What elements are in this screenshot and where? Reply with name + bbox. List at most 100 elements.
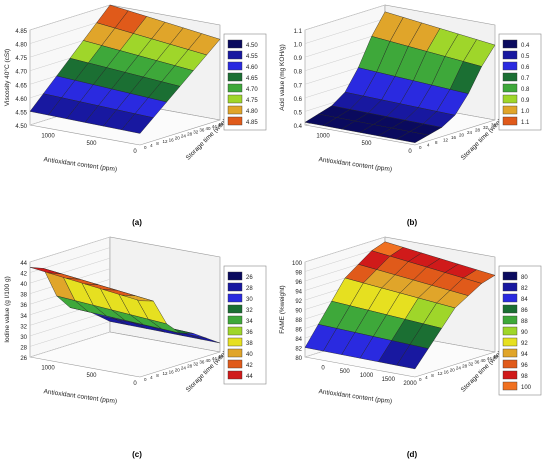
y-tick-label: 80 <box>295 356 302 362</box>
y-tick-label: 4.75 <box>15 56 27 62</box>
y-tick-label: 84 <box>295 337 302 343</box>
y-tick-label: 94 <box>295 290 302 296</box>
y-gridline <box>304 236 386 263</box>
z-tick-label: 12 <box>437 371 443 376</box>
y-gridline <box>29 257 111 284</box>
y-tick-label: 40 <box>20 282 27 288</box>
legend-swatch <box>227 293 243 303</box>
z-tick-label: 16 <box>451 135 457 140</box>
x-tick-label: 1000 <box>41 365 55 371</box>
x-tick-label: 500 <box>86 373 97 379</box>
z-tick-label: 28 <box>462 364 468 369</box>
legend-swatch <box>502 315 518 325</box>
x-tick-label: 1000 <box>316 133 330 139</box>
z-tick-label: 8 <box>431 373 434 378</box>
surface-patch <box>121 294 154 302</box>
legend-swatch <box>227 116 243 126</box>
z-tick-label: 8 <box>435 140 438 145</box>
chart-panel-c: 26 28 30 32 34 36 38 40 42 44 1000 500 0 0 4 8 12 16 20 24 2… <box>0 232 275 464</box>
legend-label: 0.6 <box>521 65 530 71</box>
legend-label: 86 <box>521 308 528 314</box>
y-gridline <box>304 18 386 44</box>
legend-label: 4.85 <box>246 120 258 126</box>
y-tick-label: 26 <box>20 356 27 362</box>
z-tick-label: 28 <box>187 132 193 137</box>
legend-swatch <box>227 94 243 104</box>
y-tick-label: 92 <box>295 299 302 305</box>
surface-patch <box>121 113 154 134</box>
y-tick-label: 82 <box>295 347 302 353</box>
legend-label: 36 <box>246 330 253 336</box>
z-tick-label: 4 <box>425 375 428 380</box>
legend-label: 34 <box>246 319 253 325</box>
x-tick-label: 0 <box>133 381 137 387</box>
legend-label: 80 <box>521 275 528 281</box>
y-tick-label: 36 <box>20 303 27 309</box>
y-tick-label: 4.55 <box>15 110 27 116</box>
panel-caption: (d) <box>407 450 418 459</box>
legend-swatch <box>227 72 243 82</box>
z-tick-label: 20 <box>175 135 181 140</box>
legend-swatch <box>502 105 518 115</box>
y-tick-label: 4.60 <box>15 97 27 103</box>
x-axis-label: Antioxidant content (ppm) <box>318 388 392 405</box>
y-tick-label: 0.8 <box>294 70 303 76</box>
z-tick-label: 32 <box>483 125 489 130</box>
z-tick-label: 4 <box>150 375 153 380</box>
legend-label: 84 <box>521 297 528 303</box>
x-tick-label: 2000 <box>403 381 417 387</box>
y-tick-label: 38 <box>20 293 27 299</box>
legend-label: 4.50 <box>246 43 258 49</box>
y-tick-label: 96 <box>295 280 302 286</box>
y-gridline <box>29 236 111 263</box>
legend-label: 4.80 <box>246 109 258 115</box>
z-tick-label: 16 <box>169 369 175 374</box>
legend-swatch <box>502 39 518 49</box>
legend-label: 92 <box>521 341 528 347</box>
z-tick-label: 44 <box>487 356 493 361</box>
z-tick-label: 20 <box>450 367 456 372</box>
y-gridline <box>29 4 111 31</box>
z-tick-label: 20 <box>175 367 181 372</box>
chart-d: 8082848688909294969810005001000150020000… <box>279 236 542 459</box>
legend-swatch <box>502 271 518 281</box>
x-tick-label: 500 <box>340 369 351 375</box>
legend-label: 44 <box>246 374 253 380</box>
z-tick-label: 4 <box>427 143 430 148</box>
z-tick-label: 28 <box>475 128 481 133</box>
x-tick-label: 0 <box>408 149 412 155</box>
surface-patch <box>396 344 429 370</box>
y-tick-label: 4.70 <box>15 70 27 76</box>
z-tick-label: 24 <box>467 130 473 135</box>
z-tick-label: 40 <box>481 358 487 363</box>
legend-swatch <box>227 326 243 336</box>
legend-swatch <box>502 72 518 82</box>
legend-label: 98 <box>521 374 528 380</box>
z-tick-label: 48 <box>218 354 224 359</box>
legend-label: 1.1 <box>521 120 530 126</box>
z-tick-label: 32 <box>193 362 199 367</box>
x-axis-label: Antioxidant content (ppm) <box>43 388 117 405</box>
y-gridline <box>29 331 111 358</box>
legend-label: 38 <box>246 341 253 347</box>
legend-label: 4.60 <box>246 65 258 71</box>
z-tick-label: 16 <box>169 137 175 142</box>
chart-panel-b: 0.4 0.5 0.6 0.7 0.8 0.9 1.0 1.1 1000 500 0 0 4 8 12 16 2… <box>275 0 550 232</box>
legend-swatch <box>227 105 243 115</box>
legend-swatch <box>227 50 243 60</box>
z-tick-label: 24 <box>181 365 187 370</box>
legend-box <box>498 33 542 131</box>
x-tick-label: 500 <box>86 141 97 147</box>
legend-label: 32 <box>246 308 253 314</box>
legend-swatch <box>227 83 243 93</box>
y-tick-label: 1.1 <box>294 29 303 35</box>
legend-swatch <box>502 282 518 292</box>
legend-label: 1.0 <box>521 109 530 115</box>
y-tick-label: 0.5 <box>294 110 303 116</box>
legend-label: 94 <box>521 352 528 358</box>
legend-label: 28 <box>246 286 253 292</box>
panel-caption: (c) <box>132 450 142 459</box>
z-tick-label: 0 <box>419 377 422 382</box>
